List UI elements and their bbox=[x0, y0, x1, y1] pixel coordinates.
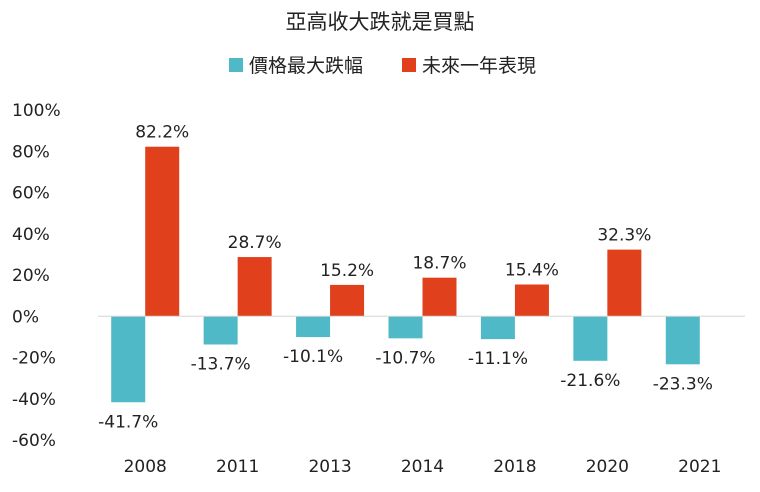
bar-price-drop bbox=[573, 316, 608, 361]
data-label-price-drop: -10.1% bbox=[283, 347, 343, 367]
legend: 價格最大跌幅 未來一年表現 bbox=[229, 55, 536, 77]
y-tick-label: 0% bbox=[12, 307, 39, 327]
data-label-price-drop: -21.6% bbox=[560, 371, 620, 391]
data-label-next-year: 15.2% bbox=[320, 261, 374, 281]
y-tick-label: 40% bbox=[12, 225, 50, 245]
legend-label-price-drop: 價格最大跌幅 bbox=[249, 55, 363, 77]
x-tick-label: 2018 bbox=[493, 457, 536, 477]
x-tick-label: 2008 bbox=[124, 457, 167, 477]
bar-price-drop bbox=[480, 316, 515, 340]
data-label-price-drop: -41.7% bbox=[98, 412, 158, 432]
bar-next-year bbox=[237, 257, 272, 317]
y-tick-label: -40% bbox=[12, 390, 56, 410]
data-label-price-drop: -13.7% bbox=[191, 355, 251, 375]
x-axis: 2008 2011 2013 2014 2018 2020 2021 bbox=[124, 457, 722, 477]
bars: -41.7% 82.2% -13.7% 28.7% -10.1% 15.2% -10.7% 1… bbox=[98, 123, 713, 433]
x-tick-label: 2020 bbox=[586, 457, 629, 477]
x-tick-label: 2021 bbox=[678, 457, 721, 477]
x-tick-label: 2013 bbox=[308, 457, 351, 477]
bar-price-drop bbox=[665, 316, 700, 365]
y-tick-label: 20% bbox=[12, 266, 50, 286]
chart-title: 亞高收大跌就是買點 bbox=[286, 10, 475, 34]
data-label-price-drop: -10.7% bbox=[375, 348, 435, 368]
data-label-next-year: 18.7% bbox=[412, 254, 466, 274]
bar-next-year bbox=[422, 277, 457, 317]
y-axis: 100% 80% 60% 40% 20% 0% -20% -40% -60% bbox=[12, 101, 61, 451]
data-label-price-drop: -23.3% bbox=[653, 374, 713, 394]
bar-next-year bbox=[514, 284, 549, 317]
legend-swatch-next-year bbox=[402, 58, 416, 72]
y-tick-label: 100% bbox=[12, 101, 61, 121]
bar-next-year bbox=[607, 249, 642, 317]
data-label-next-year: 15.4% bbox=[505, 260, 559, 280]
x-tick-label: 2014 bbox=[401, 457, 444, 477]
data-label-next-year: 82.2% bbox=[135, 123, 189, 143]
y-tick-label: 60% bbox=[12, 184, 50, 204]
bar-price-drop bbox=[203, 316, 238, 345]
x-tick-label: 2011 bbox=[216, 457, 259, 477]
y-tick-label: -20% bbox=[12, 349, 56, 369]
bar-next-year bbox=[330, 284, 365, 317]
y-tick-label: 80% bbox=[12, 142, 50, 162]
y-tick-label: -60% bbox=[12, 431, 56, 451]
data-label-next-year: 28.7% bbox=[228, 233, 282, 253]
data-label-price-drop: -11.1% bbox=[468, 349, 528, 369]
legend-swatch-price-drop bbox=[229, 58, 243, 72]
bar-price-drop bbox=[388, 316, 423, 339]
legend-label-next-year: 未來一年表現 bbox=[422, 55, 536, 77]
data-label-next-year: 32.3% bbox=[597, 226, 651, 246]
bar-next-year bbox=[145, 146, 180, 317]
bar-price-drop bbox=[111, 316, 146, 403]
bar-price-drop bbox=[296, 316, 331, 338]
